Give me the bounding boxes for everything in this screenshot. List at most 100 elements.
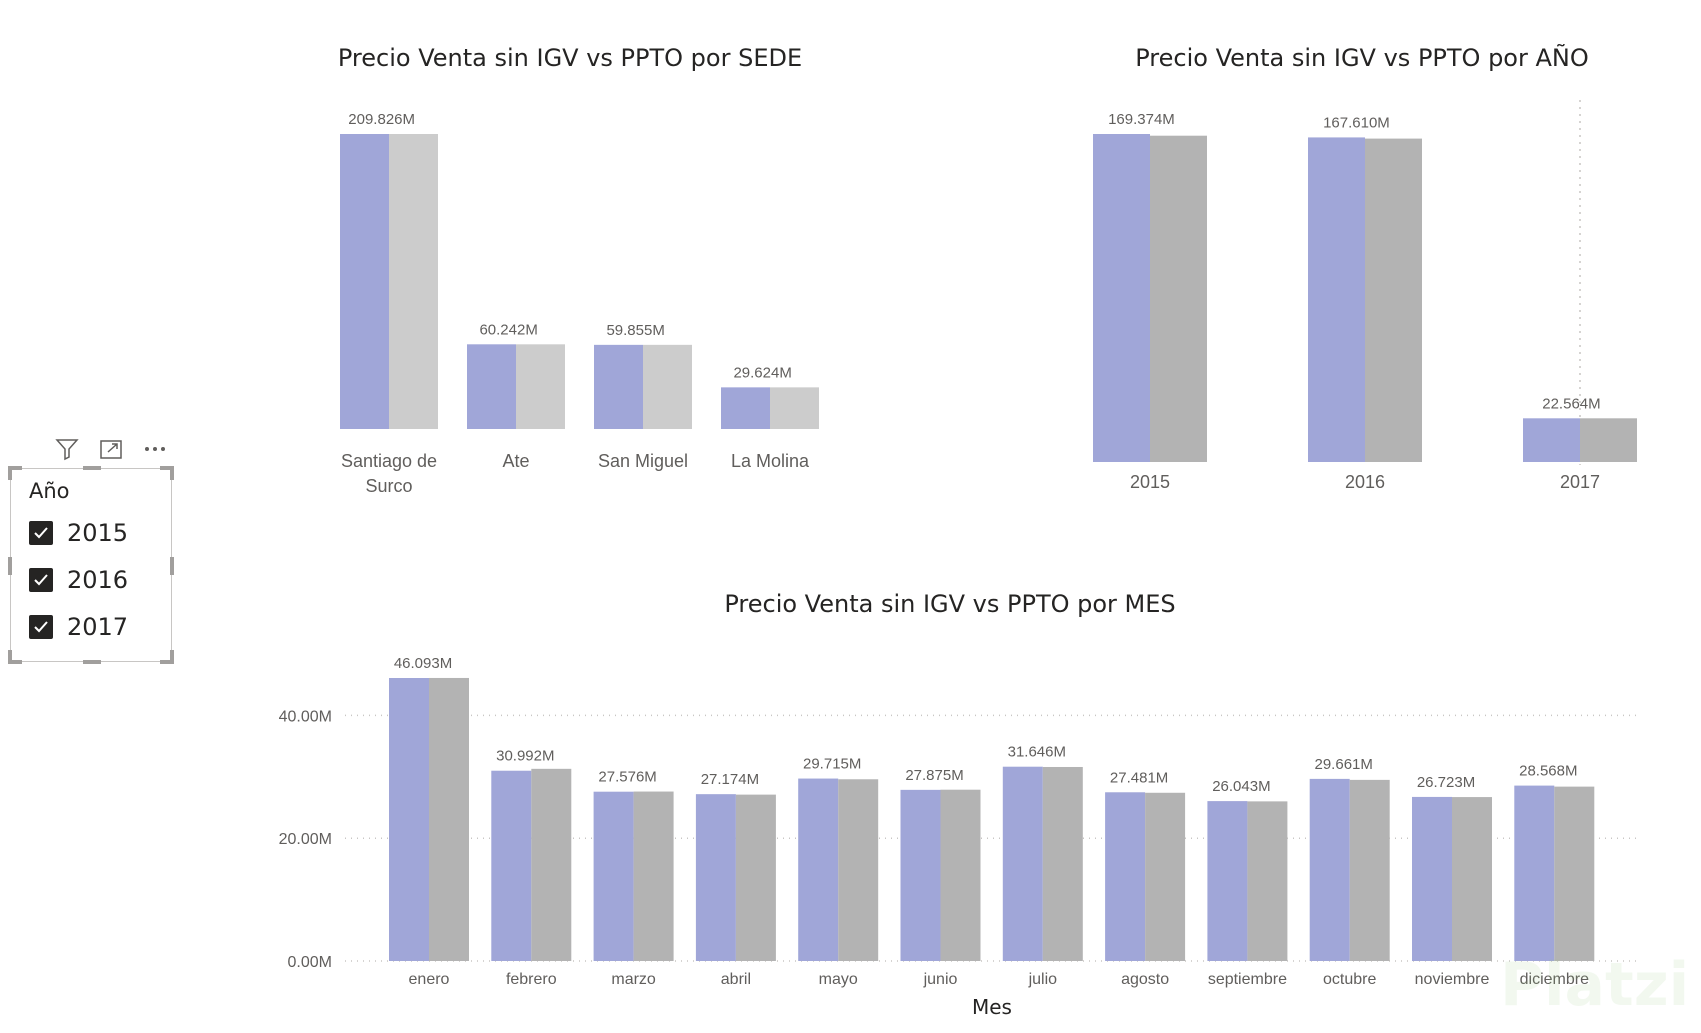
bar-ppto xyxy=(643,344,692,429)
slicer-item-label: 2015 xyxy=(67,519,129,547)
x-tick-label: septiembre xyxy=(1208,971,1287,988)
bar-ppto xyxy=(838,779,879,961)
focus-mode-icon[interactable] xyxy=(98,436,124,462)
x-tick-label: noviembre xyxy=(1415,971,1490,988)
data-label: 30.992M xyxy=(496,748,554,765)
x-tick-label: julio xyxy=(1028,971,1058,988)
bar-ppto xyxy=(770,387,819,429)
x-tick-label: junio xyxy=(923,971,958,988)
x-tick-label: marzo xyxy=(611,971,656,988)
resize-handle-bl[interactable] xyxy=(8,660,22,664)
platzi-watermark: Platzi xyxy=(1500,950,1690,1020)
slicer-item-label: 2016 xyxy=(67,566,129,594)
x-tick-label: Ate xyxy=(502,451,529,471)
bar-ppto xyxy=(1150,135,1207,462)
data-label: 22.564M xyxy=(1542,395,1600,412)
filter-icon[interactable] xyxy=(54,436,80,462)
slicer-toolbar xyxy=(54,436,168,462)
chart-title-sede: Precio Venta sin IGV vs PPTO por SEDE xyxy=(337,44,803,72)
resize-handle-br[interactable] xyxy=(160,660,174,664)
chart-title-mes: Precio Venta sin IGV vs PPTO por MES xyxy=(724,590,1176,618)
resize-handle-tl[interactable] xyxy=(8,466,22,470)
bar-ppto xyxy=(1580,418,1637,462)
data-label: 31.646M xyxy=(1008,744,1066,761)
resize-handle-br[interactable] xyxy=(170,650,174,664)
slicer-item-2017[interactable]: 2017 xyxy=(29,613,128,641)
data-label: 27.875M xyxy=(905,767,963,784)
data-label: 59.855M xyxy=(606,322,664,339)
bar-ppto xyxy=(1247,801,1288,961)
bar-venta xyxy=(695,794,736,961)
bar-venta xyxy=(491,770,532,961)
bar-ppto xyxy=(1452,797,1492,961)
bar-venta xyxy=(340,134,389,429)
bar-ppto xyxy=(1365,138,1422,462)
x-tick-label: octubre xyxy=(1323,971,1376,988)
data-label: 26.723M xyxy=(1417,774,1475,791)
resize-handle-tr[interactable] xyxy=(170,466,174,480)
slicer-item-2016[interactable]: 2016 xyxy=(29,566,128,594)
bar-ppto xyxy=(1554,786,1595,961)
bar-venta xyxy=(593,791,634,961)
bar-venta xyxy=(798,778,839,961)
data-label: 26.043M xyxy=(1212,778,1270,795)
x-tick-label: abril xyxy=(721,971,751,988)
x-tick-label: Surco xyxy=(365,476,412,496)
x-tick-label: 2016 xyxy=(1345,472,1385,492)
bar-venta xyxy=(1309,778,1350,961)
bar-ppto xyxy=(1145,792,1186,961)
resize-handle-bottom[interactable] xyxy=(83,660,101,664)
resize-handle-right[interactable] xyxy=(170,557,174,575)
bar-venta xyxy=(1093,134,1150,462)
data-label: 209.826M xyxy=(348,111,415,128)
data-label: 29.624M xyxy=(733,364,791,381)
chart-title-anio: Precio Venta sin IGV vs PPTO por AÑO xyxy=(1135,44,1589,72)
resize-handle-tr[interactable] xyxy=(160,466,174,470)
x-tick-label: La Molina xyxy=(731,451,810,471)
bar-venta xyxy=(1308,137,1365,462)
data-label: 27.576M xyxy=(598,769,656,786)
bar-ppto xyxy=(633,791,674,961)
data-label: 27.481M xyxy=(1110,769,1168,786)
data-label: 169.374M xyxy=(1108,111,1175,128)
x-tick-label: febrero xyxy=(506,971,557,988)
slicer-title: Año xyxy=(29,479,70,503)
bar-venta xyxy=(594,344,643,429)
checkbox-checked-icon[interactable] xyxy=(29,615,53,639)
resize-handle-bl[interactable] xyxy=(8,650,12,664)
checkbox-checked-icon[interactable] xyxy=(29,521,53,545)
bar-ppto xyxy=(940,789,981,961)
resize-handle-top[interactable] xyxy=(83,466,101,470)
x-tick-label: 2015 xyxy=(1130,472,1170,492)
bar-ppto xyxy=(389,134,438,429)
slicer-item-2015[interactable]: 2015 xyxy=(29,519,128,547)
x-tick-label: 2017 xyxy=(1560,472,1600,492)
resize-handle-left[interactable] xyxy=(8,557,12,575)
bar-venta xyxy=(1514,785,1555,961)
year-slicer[interactable]: Año 2015 2016 2017 xyxy=(8,466,174,664)
checkbox-checked-icon[interactable] xyxy=(29,568,53,592)
x-axis-title: Mes xyxy=(972,995,1012,1019)
data-label: 167.610M xyxy=(1323,114,1390,131)
bar-ppto xyxy=(1042,766,1083,961)
x-tick-label: agosto xyxy=(1121,971,1169,988)
y-tick-label: 0.00M xyxy=(288,954,332,971)
slicer-item-label: 2017 xyxy=(67,613,129,641)
x-tick-label: diciembre xyxy=(1520,971,1589,988)
bar-venta xyxy=(1523,418,1580,462)
y-tick-label: 40.00M xyxy=(279,708,332,725)
data-label: 29.661M xyxy=(1315,756,1373,773)
bar-venta xyxy=(389,678,429,961)
data-label: 60.242M xyxy=(479,321,537,338)
bar-venta xyxy=(1207,801,1248,961)
y-tick-label: 20.00M xyxy=(279,831,332,848)
x-tick-label: San Miguel xyxy=(598,451,688,471)
more-options-icon[interactable] xyxy=(142,436,168,462)
bar-ppto xyxy=(429,677,469,961)
resize-handle-tl[interactable] xyxy=(8,466,12,480)
data-label: 46.093M xyxy=(394,655,452,672)
data-label: 29.715M xyxy=(803,756,861,773)
